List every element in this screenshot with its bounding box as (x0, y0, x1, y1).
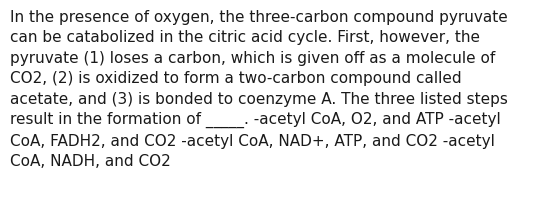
Text: In the presence of oxygen, the three-carbon compound pyruvate
can be catabolized: In the presence of oxygen, the three-car… (10, 10, 508, 169)
